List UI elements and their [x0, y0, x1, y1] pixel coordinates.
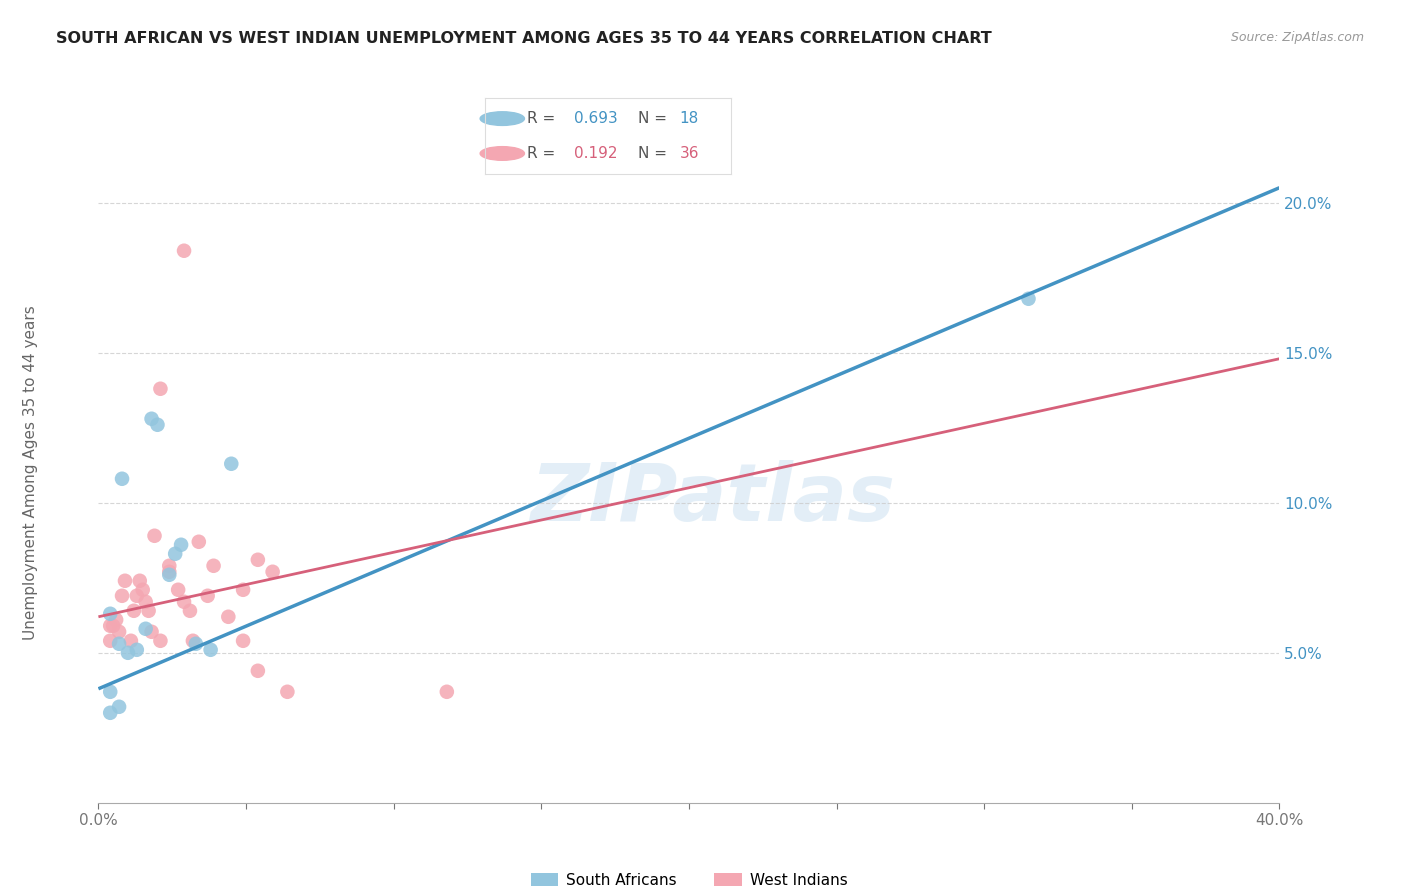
- Point: [128, 574, 150, 588]
- Legend: South Africans, West Indians: South Africans, West Indians: [524, 866, 853, 892]
- Point: [173, 595, 195, 609]
- Circle shape: [479, 112, 524, 126]
- Point: [157, 558, 180, 573]
- Point: [111, 589, 134, 603]
- Text: R =: R =: [527, 146, 555, 161]
- Point: [184, 637, 207, 651]
- Point: [167, 582, 190, 597]
- Point: [146, 417, 169, 432]
- Point: [1017, 292, 1039, 306]
- Point: [200, 642, 222, 657]
- Point: [170, 538, 193, 552]
- Point: [108, 624, 131, 639]
- Point: [202, 558, 225, 573]
- Point: [262, 565, 284, 579]
- Point: [143, 529, 166, 543]
- Point: [179, 604, 201, 618]
- Text: R =: R =: [527, 112, 555, 126]
- Text: N =: N =: [638, 112, 666, 126]
- Point: [149, 633, 172, 648]
- Point: [98, 685, 121, 699]
- Point: [105, 613, 128, 627]
- Text: 0.693: 0.693: [574, 112, 617, 126]
- Point: [173, 244, 195, 258]
- Text: N =: N =: [638, 146, 666, 161]
- Point: [232, 633, 254, 648]
- Point: [114, 574, 136, 588]
- Text: Unemployment Among Ages 35 to 44 years: Unemployment Among Ages 35 to 44 years: [24, 305, 38, 640]
- Point: [98, 619, 121, 633]
- Point: [98, 706, 121, 720]
- Point: [103, 619, 125, 633]
- Point: [120, 633, 142, 648]
- Point: [98, 633, 121, 648]
- Point: [138, 604, 160, 618]
- Point: [111, 472, 134, 486]
- Point: [232, 582, 254, 597]
- Point: [197, 589, 219, 603]
- Circle shape: [479, 146, 524, 161]
- Point: [122, 604, 145, 618]
- Point: [276, 685, 298, 699]
- Text: ZIPatlas: ZIPatlas: [530, 460, 896, 538]
- Point: [165, 547, 187, 561]
- Point: [117, 646, 139, 660]
- Point: [125, 642, 148, 657]
- Point: [217, 609, 239, 624]
- Point: [436, 685, 458, 699]
- Text: 36: 36: [679, 146, 699, 161]
- Point: [108, 699, 131, 714]
- Point: [135, 622, 157, 636]
- Point: [157, 565, 180, 579]
- Text: Source: ZipAtlas.com: Source: ZipAtlas.com: [1230, 31, 1364, 45]
- Point: [149, 382, 172, 396]
- Point: [157, 567, 180, 582]
- Text: 0.192: 0.192: [574, 146, 617, 161]
- Point: [108, 637, 131, 651]
- Text: SOUTH AFRICAN VS WEST INDIAN UNEMPLOYMENT AMONG AGES 35 TO 44 YEARS CORRELATION : SOUTH AFRICAN VS WEST INDIAN UNEMPLOYMEN…: [56, 31, 993, 46]
- Point: [141, 624, 163, 639]
- Point: [187, 534, 209, 549]
- Point: [125, 589, 148, 603]
- Point: [135, 595, 157, 609]
- Point: [98, 607, 121, 621]
- Point: [246, 553, 269, 567]
- Point: [141, 411, 163, 425]
- Text: 18: 18: [679, 112, 699, 126]
- Point: [132, 582, 155, 597]
- Point: [246, 664, 269, 678]
- Point: [181, 633, 204, 648]
- Point: [219, 457, 242, 471]
